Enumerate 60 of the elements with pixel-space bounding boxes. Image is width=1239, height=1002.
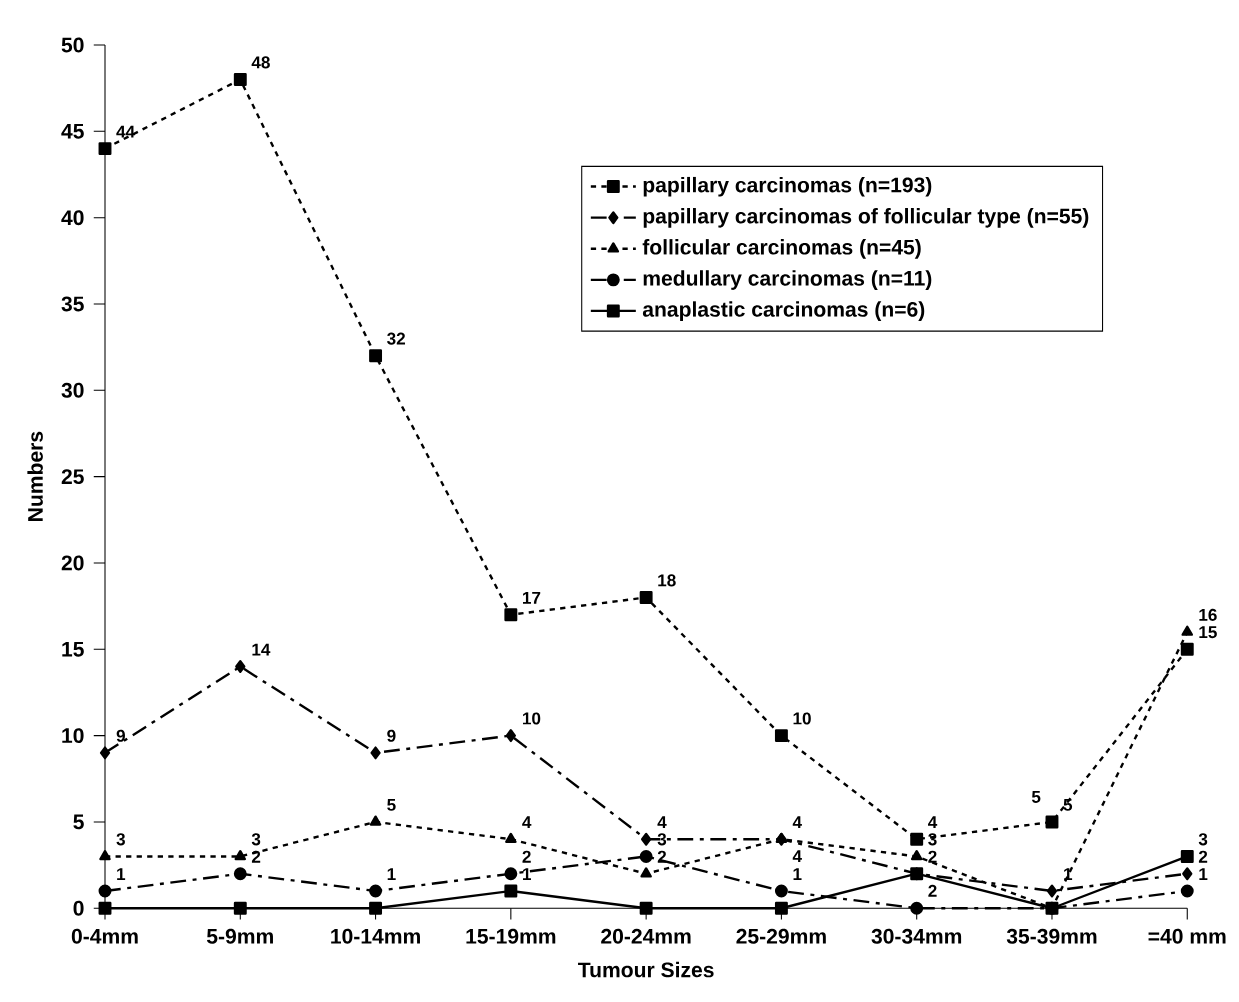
y-tick-label: 40 xyxy=(61,210,84,226)
data-label: 1 xyxy=(387,868,396,880)
x-tick-label: 10-14mm xyxy=(331,928,420,944)
data-label: 9 xyxy=(116,729,125,742)
data-label: 5 xyxy=(387,798,396,811)
y-tick-label: 15 xyxy=(62,641,84,657)
y-tick-label: 35 xyxy=(61,296,84,312)
x-tick-label: 5-9mm xyxy=(206,928,273,944)
y-tick-label: 5 xyxy=(73,814,84,830)
legend-label: anaplastic carcinomas (n=6) xyxy=(642,301,925,321)
y-tick-label: 25 xyxy=(61,469,84,485)
data-label: 17 xyxy=(523,591,541,604)
annotation: 5 xyxy=(1031,791,1041,803)
y-tick-label: 45 xyxy=(61,123,84,139)
data-label: 1 xyxy=(793,868,802,880)
x-tick-label: 25-29mm xyxy=(736,928,826,944)
y-axis-title: Numbers xyxy=(27,431,43,521)
data-label: 1 xyxy=(1199,868,1208,880)
data-label: 4 xyxy=(928,816,938,829)
data-label: 9 xyxy=(387,729,396,742)
data-label: 2 xyxy=(928,884,937,897)
y-tick-label: 10 xyxy=(62,728,84,744)
data-label: 44 xyxy=(116,125,136,138)
y-tick-label: 0 xyxy=(73,900,84,916)
legend-label: papillary carcinomas of follicular type (n=55) xyxy=(643,208,1089,228)
data-label: 4 xyxy=(792,850,802,863)
data-label: 3 xyxy=(657,833,667,846)
data-label: 3 xyxy=(251,833,261,846)
x-tick-label: =40 mm xyxy=(1148,928,1226,944)
data-label: 4 xyxy=(792,816,802,829)
data-label: 4 xyxy=(522,816,532,829)
x-tick-label: 20-24mm xyxy=(601,928,691,944)
y-tick-label: 20 xyxy=(61,555,84,571)
data-label: 2 xyxy=(928,850,937,863)
data-label: 18 xyxy=(658,574,676,587)
data-label: 32 xyxy=(387,332,406,345)
data-label: 2 xyxy=(1198,850,1208,863)
legend-label: medullary carcinomas (n=11) xyxy=(643,270,932,290)
data-label: 3 xyxy=(116,833,125,846)
data-label: 1 xyxy=(523,868,531,880)
data-label: 1 xyxy=(117,868,126,880)
x-tick-label: 0-4mm xyxy=(71,928,138,944)
data-label: 48 xyxy=(251,56,270,69)
y-tick-label: 30 xyxy=(61,382,84,398)
x-axis-title: Tumour Sizes xyxy=(578,961,714,978)
data-label: 14 xyxy=(252,643,271,656)
x-tick-label: 30-34mm xyxy=(871,928,962,944)
data-label: 16 xyxy=(1199,608,1217,621)
data-label: 10 xyxy=(793,712,811,725)
x-tick-label: 15-19mm xyxy=(466,928,556,944)
legend-label: papillary carcinomas (n=193) xyxy=(643,176,932,197)
x-tick-label: 35-39mm xyxy=(1006,928,1097,944)
y-tick-label: 50 xyxy=(61,37,84,53)
data-label: 15 xyxy=(1199,626,1217,639)
data-label: 2 xyxy=(522,850,531,863)
legend-label: follicular carcinomas (n=45) xyxy=(642,239,921,259)
data-label: 4 xyxy=(657,816,667,829)
data-label: 10 xyxy=(523,712,541,725)
data-label: 3 xyxy=(1198,833,1208,846)
data-label: 3 xyxy=(928,833,937,846)
